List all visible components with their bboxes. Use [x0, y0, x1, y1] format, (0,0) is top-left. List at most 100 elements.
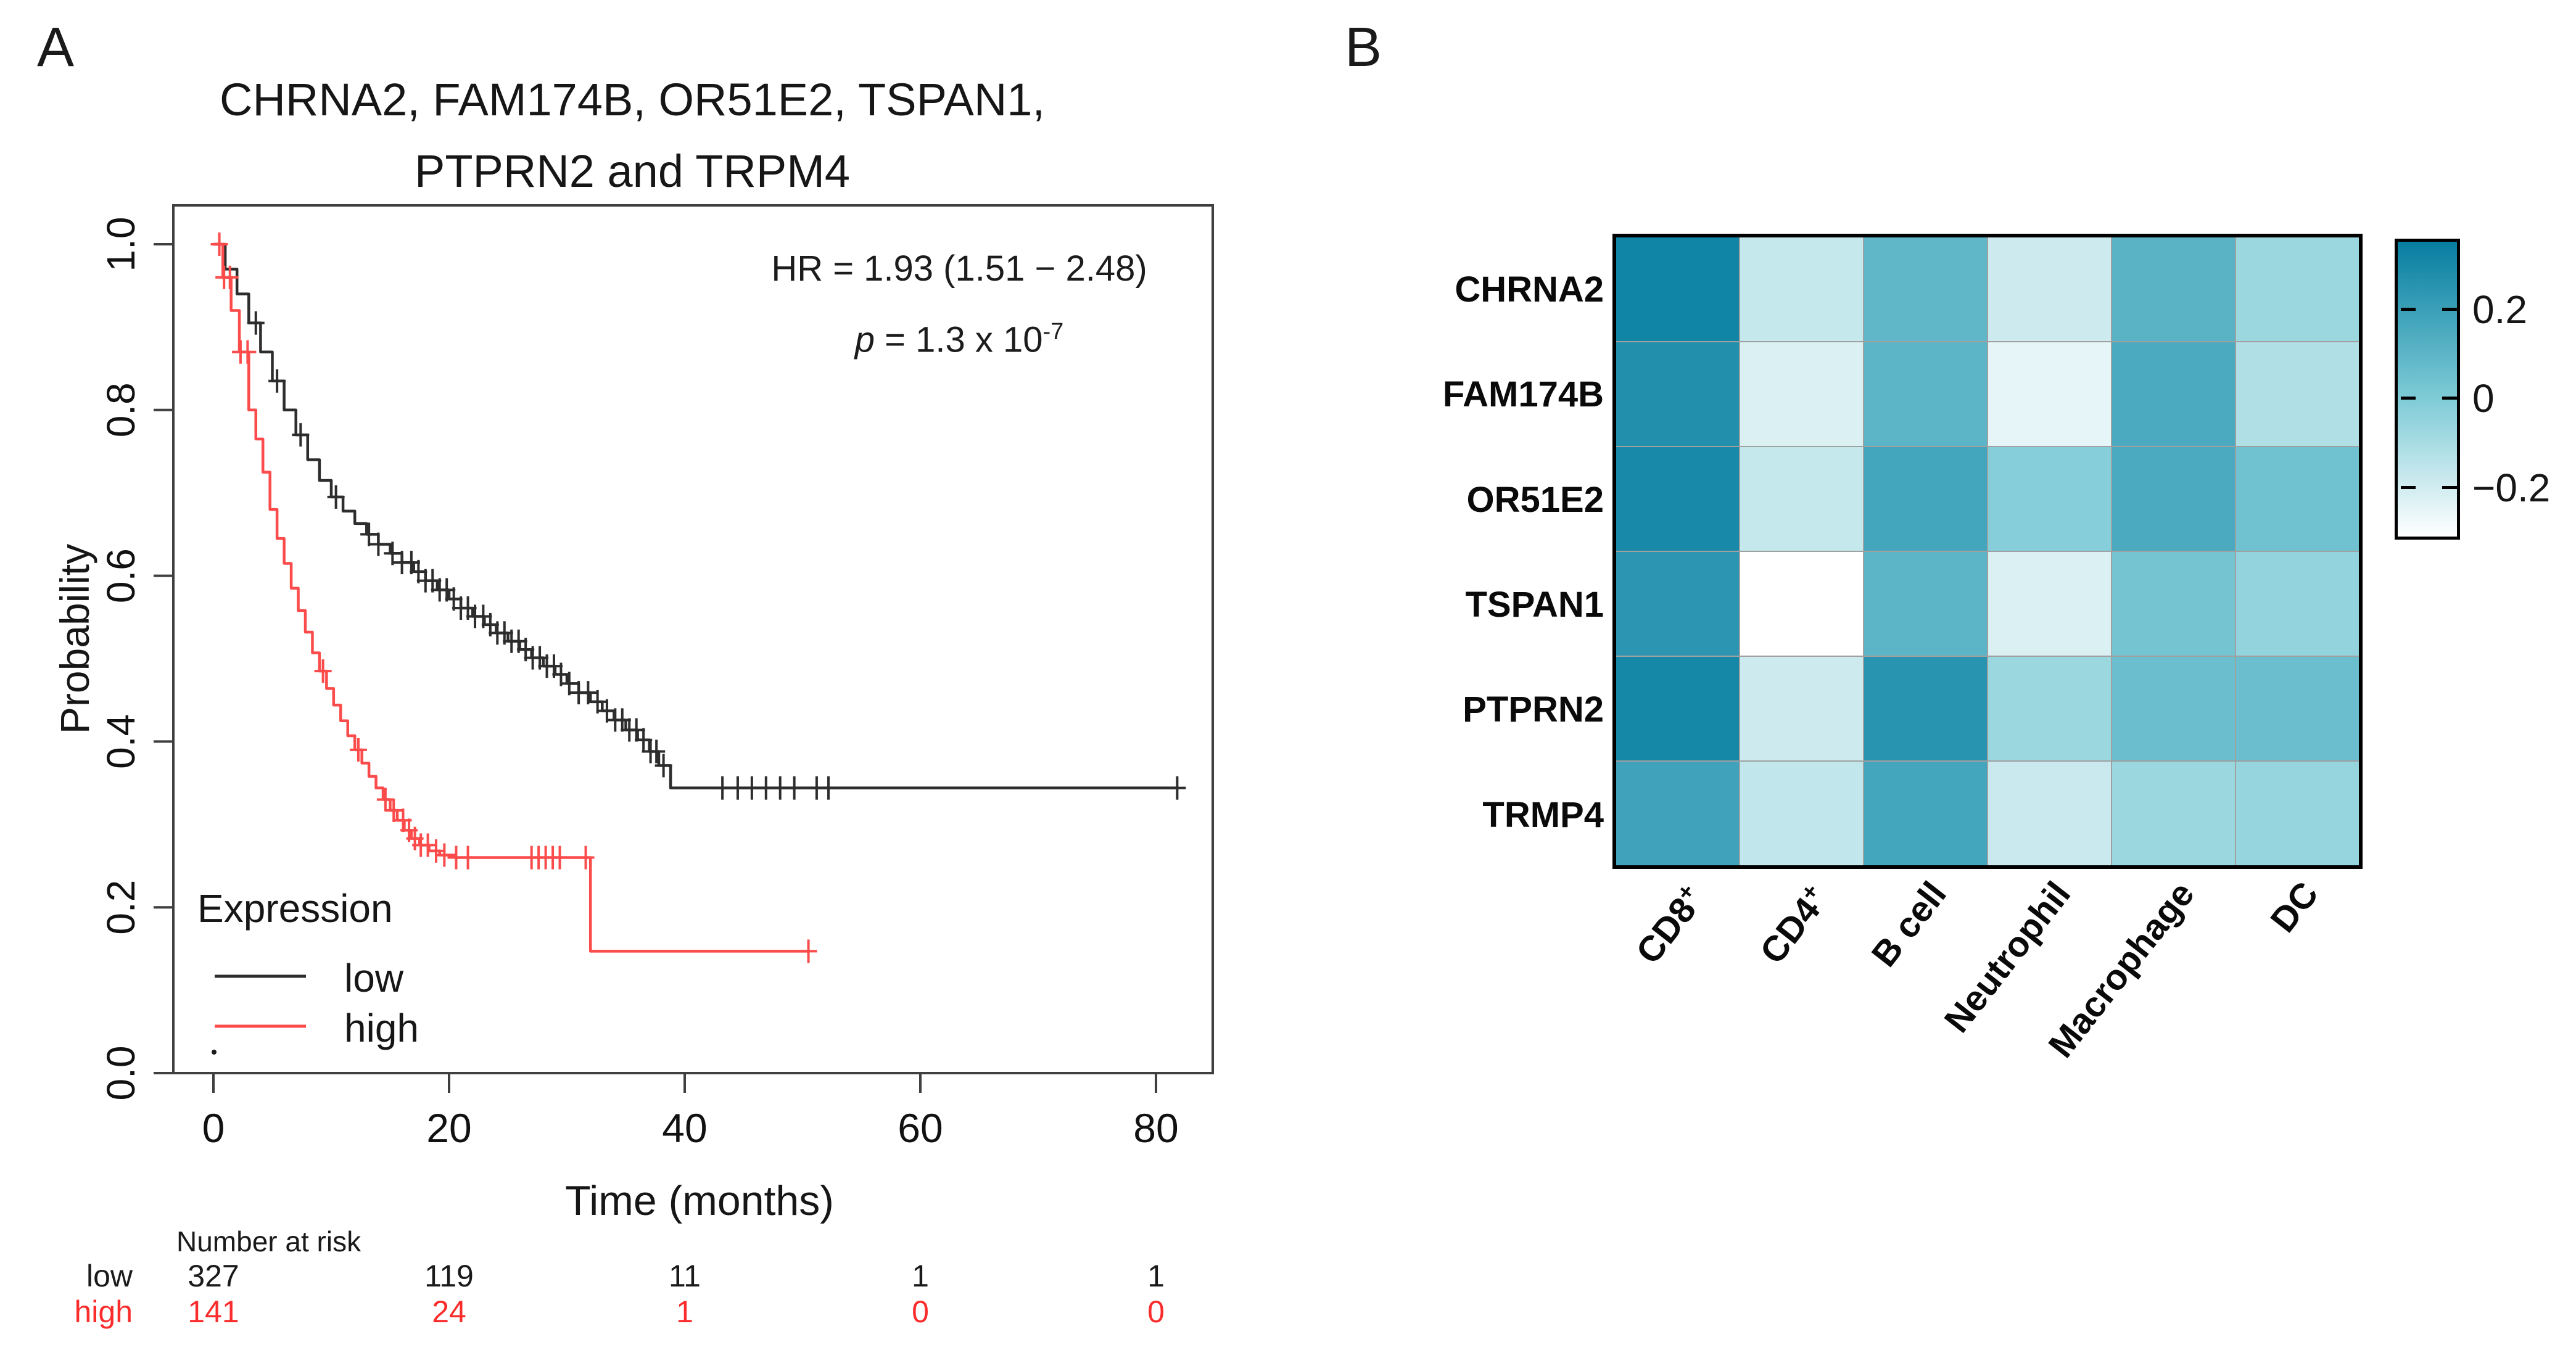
- km-y-tick-label: 0.8: [99, 382, 143, 437]
- p-symbol: p: [854, 319, 875, 360]
- risk-value-low-60: 1: [912, 1259, 929, 1293]
- panel-a-title-line1: CHRNA2, FAM174B, OR51E2, TSPAN1,: [220, 74, 1045, 125]
- hr-annotation: HR = 1.93 (1.51 − 2.48) p = 1.3 x 10-7: [716, 245, 1203, 363]
- heatmap-col-label-CD8+: CD8+: [1621, 874, 1707, 971]
- km-y-tick-label: 0.4: [99, 714, 143, 769]
- heatmap-cell-TRMP4-Macrophage: [2112, 762, 2235, 865]
- hr-text: HR = 1.93 (1.51 − 2.48): [771, 249, 1147, 289]
- heatmap-cell-TRMP4-Neutrophil: [1988, 762, 2111, 865]
- risk-value-low-20: 119: [424, 1259, 474, 1293]
- heatmap-col-label-B cell: B cell: [1864, 874, 1954, 974]
- km-x-tick-label: 40: [662, 1105, 707, 1151]
- heatmap-row-label-TRMP4: TRMP4: [1482, 794, 1604, 835]
- heatmap-cell-OR51E2-B cell: [1864, 447, 1987, 551]
- panel-a-title-line2: PTPRN2 and TRPM4: [415, 146, 850, 197]
- risk-value-low-0: 327: [188, 1259, 239, 1293]
- x-axis-title: Time (months): [565, 1177, 834, 1224]
- heatmap-grid: [1612, 234, 2363, 869]
- heatmap-cell-OR51E2-Neutrophil: [1988, 447, 2111, 551]
- heatmap-cell-TRMP4-CD4+: [1740, 762, 1863, 865]
- heatmap-cell-OR51E2-CD4+: [1740, 447, 1863, 551]
- heatmap-cell-PTPRN2-CD4+: [1740, 657, 1863, 760]
- heatmap-cell-CHRNA2-Neutrophil: [1988, 237, 2111, 341]
- heatmap-col-label-CD4+: CD4+: [1745, 874, 1831, 971]
- survival-curve-low: [213, 242, 1178, 789]
- legend-label-high: high: [344, 1006, 419, 1050]
- colorbar-label-−0.2: −0.2: [2472, 466, 2551, 511]
- heatmap-cell-TSPAN1-CD8+: [1616, 552, 1739, 656]
- heatmap-cell-PTPRN2-B cell: [1864, 657, 1987, 760]
- heatmap-cell-CHRNA2-CD8+: [1616, 237, 1739, 341]
- km-y-tick-label: 0.6: [99, 548, 143, 603]
- risk-value-high-20: 24: [432, 1294, 466, 1329]
- risk-value-high-60: 0: [912, 1294, 929, 1329]
- heatmap-row-label-FAM174B: FAM174B: [1442, 374, 1604, 415]
- legend-dot: [212, 1050, 217, 1055]
- colorbar-tick: [2442, 397, 2457, 400]
- km-x-tick-label: 0: [202, 1105, 225, 1151]
- risk-row-name-high: high: [74, 1294, 133, 1329]
- legend-title: Expression: [197, 886, 393, 931]
- heatmap-cell-CHRNA2-DC: [2236, 237, 2359, 341]
- heatmap-cell-TSPAN1-DC: [2236, 552, 2359, 656]
- colorbar-tick: [2442, 307, 2457, 311]
- heatmap-cell-OR51E2-DC: [2236, 447, 2359, 551]
- risk-row-name-low: low: [86, 1259, 133, 1293]
- heatmap-cell-PTPRN2-DC: [2236, 657, 2359, 760]
- km-y-tick-label: 0.0: [99, 1046, 143, 1101]
- heatmap-cell-OR51E2-Macrophage: [2112, 447, 2235, 551]
- risk-table-title: Number at risk: [176, 1225, 361, 1257]
- heatmap-cell-TRMP4-DC: [2236, 762, 2359, 865]
- heatmap-row-label-TSPAN1: TSPAN1: [1465, 584, 1604, 625]
- km-x-tick-label: 60: [898, 1105, 943, 1151]
- colorbar-label-0: 0: [2472, 376, 2495, 421]
- risk-value-high-40: 1: [676, 1294, 693, 1329]
- km-y-tick-label: 1.0: [99, 217, 143, 272]
- p-exponent: -7: [1042, 319, 1064, 345]
- heatmap-cell-PTPRN2-Macrophage: [2112, 657, 2235, 760]
- km-x-tick-label: 20: [426, 1105, 471, 1151]
- heatmap-col-label-DC: DC: [2263, 874, 2327, 940]
- km-survival-plot: 0 20 40 60 80 1.0 0.8 0.6 0.4 0.2 0.0: [99, 204, 1214, 1151]
- heatmap-colorbar: [2395, 239, 2460, 540]
- panel-a-label: A: [37, 17, 75, 78]
- heatmap-cell-TSPAN1-B cell: [1864, 552, 1987, 656]
- km-y-tick-label: 0.2: [99, 880, 143, 935]
- risk-value-high-80: 0: [1147, 1294, 1165, 1329]
- heatmap-cell-TSPAN1-Neutrophil: [1988, 552, 2111, 656]
- heatmap-cell-FAM174B-CD4+: [1740, 342, 1863, 446]
- p-value: = 1.3 x 10: [874, 319, 1043, 360]
- km-x-tick-label: 80: [1133, 1105, 1178, 1151]
- heatmap-cell-TSPAN1-Macrophage: [2112, 552, 2235, 656]
- heatmap-cell-FAM174B-Macrophage: [2112, 342, 2235, 446]
- heatmap-cell-TSPAN1-CD4+: [1740, 552, 1863, 656]
- heatmap-cell-TRMP4-B cell: [1864, 762, 1987, 865]
- colorbar-tick: [2442, 486, 2457, 490]
- heatmap-cell-FAM174B-CD8+: [1616, 342, 1739, 446]
- risk-value-low-40: 11: [669, 1259, 701, 1293]
- km-plot-box: [172, 204, 1214, 1074]
- heatmap-cell-PTPRN2-CD8+: [1616, 657, 1739, 760]
- heatmap-row-label-OR51E2: OR51E2: [1466, 479, 1604, 520]
- heatmap-cell-OR51E2-CD8+: [1616, 447, 1739, 551]
- heatmap-row-label-PTPRN2: PTPRN2: [1463, 689, 1604, 730]
- heatmap-cell-CHRNA2-CD4+: [1740, 237, 1863, 341]
- heatmap-cell-FAM174B-B cell: [1864, 342, 1987, 446]
- panel-a-title: CHRNA2, FAM174B, OR51E2, TSPAN1, PTPRN2 …: [185, 64, 1080, 207]
- p-value-text: p = 1.3 x 10-7: [716, 308, 1203, 363]
- colorbar-tick: [2401, 307, 2416, 311]
- legend-label-low: low: [344, 956, 404, 1000]
- heatmap-cell-CHRNA2-B cell: [1864, 237, 1987, 341]
- heatmap-cell-FAM174B-Neutrophil: [1988, 342, 2111, 446]
- heatmap-cell-CHRNA2-Macrophage: [2112, 237, 2235, 341]
- heatmap-cell-FAM174B-DC: [2236, 342, 2359, 446]
- risk-value-high-0: 141: [188, 1294, 239, 1329]
- risk-value-low-80: 1: [1147, 1259, 1165, 1293]
- colorbar-tick: [2401, 397, 2416, 400]
- heatmap-col-label-Neutrophil: Neutrophil: [1936, 874, 2078, 1040]
- colorbar-label-0.2: 0.2: [2472, 287, 2527, 332]
- survival-curve-high: [213, 242, 809, 953]
- colorbar-tick: [2401, 486, 2416, 490]
- panel-b-label: B: [1345, 17, 1382, 78]
- heatmap-cell-TRMP4-CD8+: [1616, 762, 1739, 865]
